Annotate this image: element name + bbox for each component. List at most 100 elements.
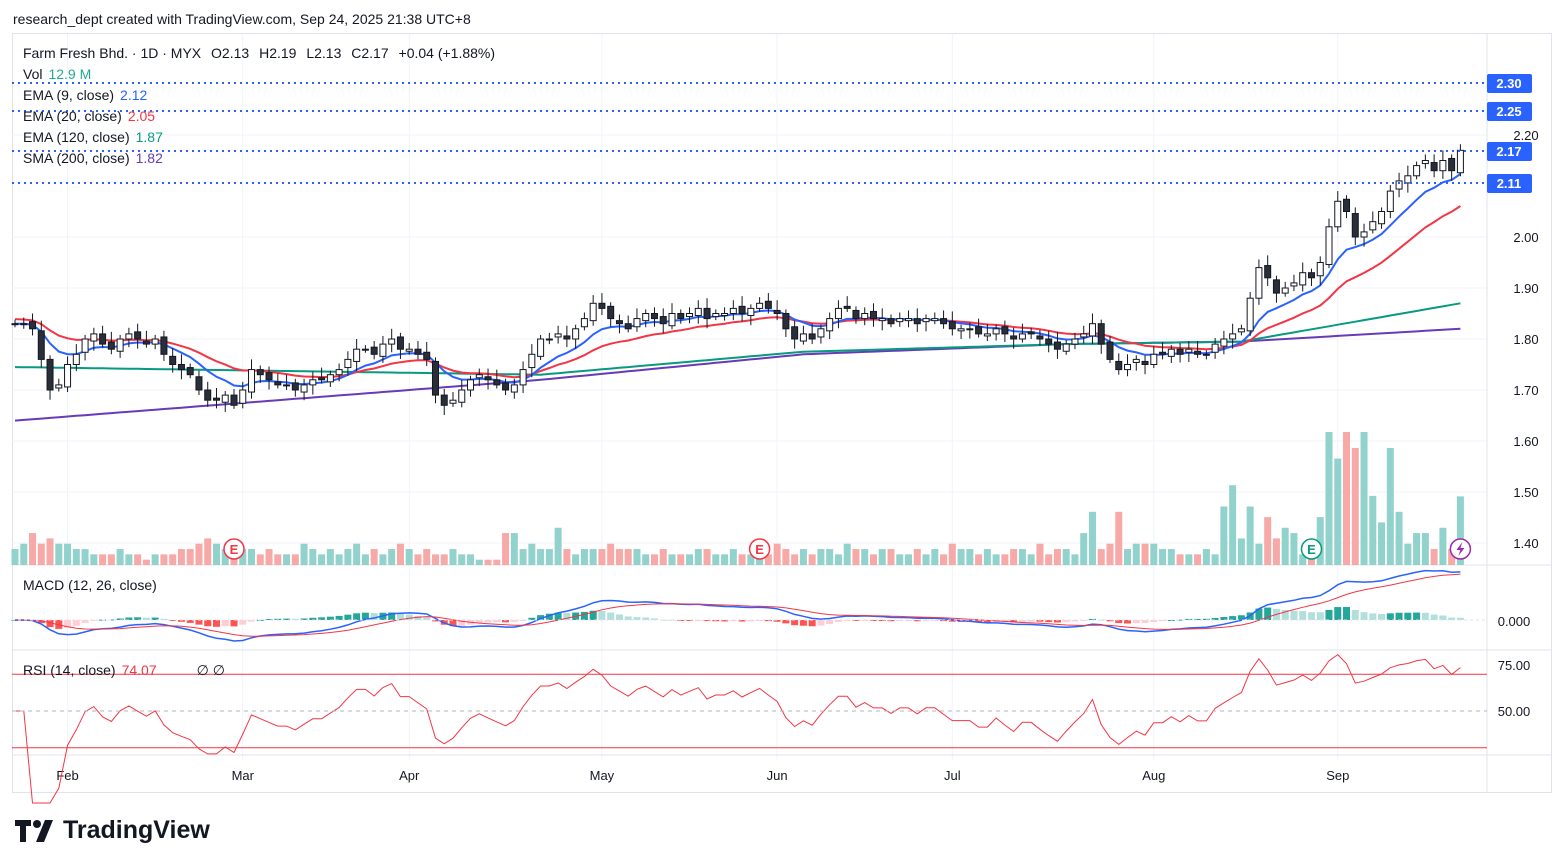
macd-histogram-bar: [650, 618, 658, 620]
volume-bar: [64, 543, 72, 565]
earnings-icon[interactable]: E: [223, 538, 245, 560]
volume-bar: [55, 543, 63, 565]
ema120-legend[interactable]: EMA (120, close) 1.87: [23, 129, 169, 145]
candle-body: [1124, 364, 1132, 371]
macd-histogram-bar: [449, 620, 457, 627]
macd-histogram-bar: [160, 618, 168, 620]
candle-body: [484, 376, 492, 381]
macd-histogram-bar: [580, 611, 588, 620]
candle-body: [116, 338, 124, 352]
candle-body: [29, 321, 37, 330]
volume-bar: [896, 554, 904, 565]
candle-body: [1386, 190, 1394, 213]
candle-body: [834, 307, 842, 320]
candle-body: [1010, 335, 1018, 340]
macd-histogram-bar: [344, 614, 352, 620]
macd-histogram-bar: [423, 617, 431, 620]
volume-bar: [1010, 549, 1018, 565]
price-tick: 2.00: [1513, 230, 1538, 245]
candle-body: [519, 369, 527, 386]
candle-body: [134, 331, 142, 340]
volume-bar: [1097, 549, 1105, 565]
macd-histogram-bar: [1062, 620, 1070, 623]
rsi-tick: 75.00: [1498, 658, 1531, 673]
macd-histogram-bar: [239, 620, 247, 625]
candle-body: [1202, 353, 1210, 356]
candle-body: [940, 318, 948, 325]
candle-body: [624, 323, 632, 330]
volume-bar: [905, 554, 913, 565]
candle-body: [1141, 360, 1149, 366]
sma200-legend[interactable]: SMA (200, close) 1.82: [23, 150, 169, 166]
macd-histogram-bar: [975, 620, 983, 623]
volume-bar: [852, 549, 860, 565]
candle-body: [1167, 348, 1175, 357]
volume-bar: [431, 554, 439, 565]
candle-body: [545, 338, 553, 341]
macd-histogram-bar: [624, 616, 632, 620]
volume-bar: [370, 549, 378, 565]
volume-bar: [396, 543, 404, 565]
candle-body: [607, 305, 615, 320]
volume-bar: [703, 549, 711, 565]
lightning-icon[interactable]: [1449, 538, 1472, 560]
macd-histogram-bar: [493, 620, 501, 623]
volume-bar: [265, 549, 273, 565]
candle-body: [983, 333, 991, 337]
macd-histogram-bar: [186, 620, 194, 623]
volume-bar: [554, 527, 562, 565]
macd-histogram-bar: [116, 618, 124, 620]
macd-histogram-bar: [72, 620, 80, 626]
candle-body: [291, 382, 299, 391]
macd-histogram-bar: [537, 615, 545, 620]
macd-histogram-bar: [764, 620, 772, 622]
candle-body: [467, 379, 475, 391]
candle-body: [756, 302, 764, 309]
rsi-value: 74.07: [121, 662, 157, 678]
candle-body: [423, 351, 431, 360]
volume-bar: [948, 543, 956, 565]
volume-bar: [1001, 554, 1009, 565]
candle-body: [931, 318, 939, 322]
volume-bar: [686, 554, 694, 565]
earnings-icon[interactable]: E: [748, 538, 771, 560]
candle-body: [1351, 213, 1359, 238]
volume-bar: [239, 549, 247, 565]
volume-bar: [1159, 549, 1167, 565]
macd-legend[interactable]: MACD (12, 26, close): [23, 577, 163, 593]
candle-body: [1404, 175, 1412, 184]
macd-histogram-bar: [64, 620, 72, 628]
candle-body: [957, 328, 965, 332]
candle-body: [1211, 343, 1219, 353]
macd-histogram-bar: [265, 619, 273, 621]
ema9-legend[interactable]: EMA (9, close) 2.12: [23, 87, 153, 103]
volume-bar: [764, 554, 772, 565]
tradingview-logo[interactable]: TradingView: [15, 816, 210, 845]
volume-bar: [256, 554, 264, 565]
candle-body: [659, 316, 667, 325]
vol-legend[interactable]: Vol 12.9 M: [23, 66, 97, 82]
volume-bar: [677, 554, 685, 565]
candle-body: [826, 318, 834, 332]
macd-histogram-bar: [1325, 609, 1333, 620]
volume-bar: [326, 549, 334, 565]
symbol-name[interactable]: Farm Fresh Bhd. · 1D · MYX: [23, 45, 202, 61]
candle-body: [169, 355, 177, 365]
candle-body: [248, 369, 256, 393]
candle-body: [46, 358, 54, 391]
macd-histogram-bar: [686, 620, 694, 621]
macd-histogram-bar: [291, 618, 299, 620]
macd-histogram-bar: [1237, 615, 1245, 620]
macd-histogram-bar: [195, 620, 203, 625]
macd-histogram-bar: [1018, 620, 1026, 622]
macd-histogram-bar: [931, 620, 939, 621]
candle-body: [1281, 287, 1289, 294]
earnings-icon[interactable]: E: [1300, 538, 1323, 560]
volume-bar: [1150, 543, 1158, 565]
rsi-legend[interactable]: RSI (14, close) 74.07 ∅ ∅: [23, 662, 231, 679]
price-label-box: [1487, 174, 1532, 193]
volume-bar: [975, 554, 983, 565]
ema20-legend[interactable]: EMA (20, close) 2.05: [23, 108, 161, 124]
candle-body: [204, 389, 212, 401]
